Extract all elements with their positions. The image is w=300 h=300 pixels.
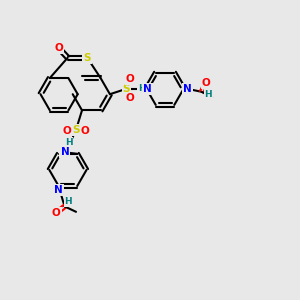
Text: H: H [64,197,72,206]
Text: N: N [61,147,69,157]
Text: H: H [65,138,72,147]
Text: O: O [52,208,61,218]
Text: H: H [138,84,146,93]
Text: O: O [126,74,134,84]
Text: O: O [202,78,211,88]
Text: O: O [126,93,134,103]
Text: O: O [63,126,71,136]
Text: H: H [204,90,212,99]
Text: O: O [54,43,63,53]
Text: S: S [83,53,91,63]
Text: N: N [183,84,192,94]
Text: N: N [143,84,152,94]
Text: S: S [72,125,80,135]
Text: O: O [81,126,89,136]
Text: N: N [54,185,63,195]
Text: S: S [123,84,130,94]
